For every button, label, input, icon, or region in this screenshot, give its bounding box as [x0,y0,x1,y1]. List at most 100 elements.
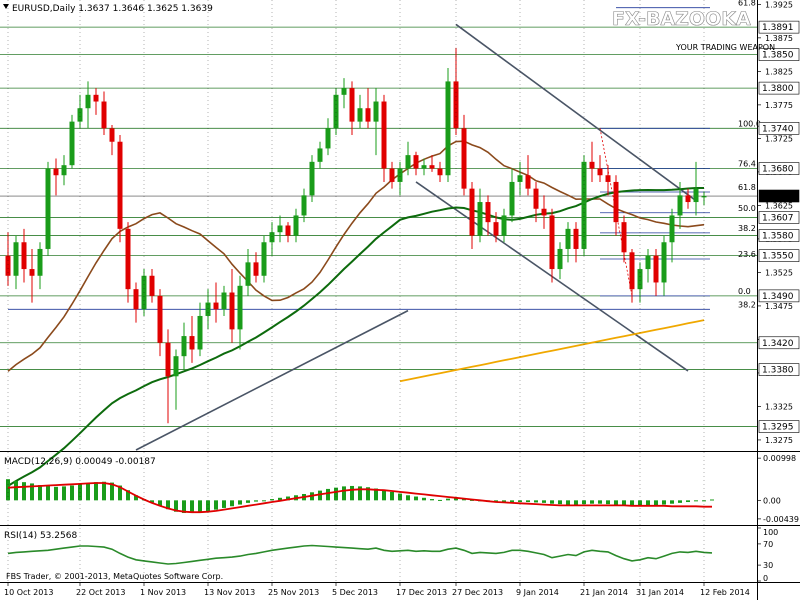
candle-body [117,141,123,229]
macd-bar [198,500,202,513]
macd-tick-label: -0.00439 [763,515,799,524]
candle-body [61,165,67,176]
macd-bar [710,499,714,501]
price-tick-label: 1.3625 [765,201,793,210]
candle-body [381,101,387,169]
macd-bar [110,482,114,501]
macd-bar [662,500,666,505]
macd-bar [670,500,674,504]
candle-body [101,101,107,129]
candle-body [21,242,27,270]
candle-body [445,81,451,176]
macd-bar [406,495,410,501]
macd-bar [598,500,602,504]
candle-body [413,155,419,169]
macd-bar [230,500,234,507]
candle-body [533,188,539,209]
level-tag [758,336,800,350]
candle-body [461,128,467,189]
candle-body [45,168,51,249]
macd-bar [70,485,74,501]
copyright-text: FBS Trader, © 2001-2013, MetaQuotes Soft… [6,572,223,581]
macd-bar [134,495,138,501]
candle-body [645,255,651,270]
macd-bar [542,500,546,503]
macd-bar [646,500,650,506]
fib-label: 0.0 [738,287,751,296]
sma-200-line [399,319,705,383]
price-tick-label: 1.3925 [765,0,793,9]
price-tick-label: 1.3475 [765,302,793,311]
fib-label: 61.8 [738,183,756,192]
fib-label: 76.4 [738,160,756,169]
macd-bar [46,485,50,501]
candle-body [157,295,163,343]
candle-body [469,188,475,236]
candle-body [125,228,131,290]
macd-bar [622,500,626,506]
time-tick-label: 10 Oct 2013 [4,588,53,597]
candles [5,47,707,424]
candle-body [373,101,379,122]
price-tick-label: 1.3275 [765,436,793,445]
level-tag [758,122,800,135]
price-tick-label: 1.3725 [765,134,793,143]
candle-body [437,168,443,176]
candle-body [693,188,699,203]
macd-bar [582,500,586,505]
candle-body [109,128,115,142]
macd-title: MACD(12,26,9) 0.00049 -0.00187 [4,457,156,467]
macd-bar [654,500,658,506]
macd-bar [686,500,690,503]
time-tick-label: 25 Nov 2013 [268,588,319,597]
candle-body [549,215,555,270]
macd-bar [518,500,522,503]
macd-bar [390,491,394,501]
macd-bar [30,483,34,501]
macd-bar [422,497,426,501]
level-tag-label: 1.3680 [762,165,794,175]
candle-body [581,161,587,249]
candle-body [149,275,155,296]
sma-20-line [7,140,705,372]
candle-body [205,302,211,316]
candle-body [53,168,59,176]
macd-tick-label: 0.00 [763,496,781,505]
candle-body [397,168,403,182]
time-tick-label: 1 Nov 2013 [140,588,186,597]
macd-bar [238,500,242,505]
candle-body [309,161,315,196]
rsi-panel: RSI(14) 53.2568 100 70 30 0 [4,527,778,583]
menu-triangle-icon[interactable] [3,4,9,9]
level-tag [758,363,800,376]
candle-body [589,161,595,169]
candle-body [293,215,299,236]
candle-body [485,202,491,223]
candle-body [517,175,523,182]
price-tick-label: 1.3825 [765,67,793,76]
level-tag [758,420,800,433]
macd-bar [590,500,594,504]
fib-label: 61.8 [738,0,756,8]
level-tag-label: 1.3490 [762,292,794,302]
macd-bar [526,500,530,503]
fx-bazooka-logo: FX-BAZOOKA YOUR TRADING WEAPON [612,8,775,52]
macd-bar [318,490,322,501]
macd-bar [158,500,162,506]
time-tick-label: 27 Dec 2013 [452,588,503,597]
macd-bar [454,498,458,501]
level-tag-label: 1.3580 [762,232,794,242]
candle-body [301,195,307,216]
level-tag-label: 1.3639 [762,192,794,202]
macd-bar [534,500,538,503]
macd-bar [54,486,58,501]
macd-bar [38,485,42,501]
macd-bar [126,490,130,501]
candle-body [165,342,171,377]
macd-bar [438,499,442,501]
level-tag-label: 1.3607 [762,213,794,223]
candle-body [285,225,291,236]
trend-line [455,23,697,202]
time-axis: 10 Oct 2013 22 Oct 2013 1 Nov 2013 13 Nov 2… [4,0,750,597]
candle-body [677,195,683,216]
